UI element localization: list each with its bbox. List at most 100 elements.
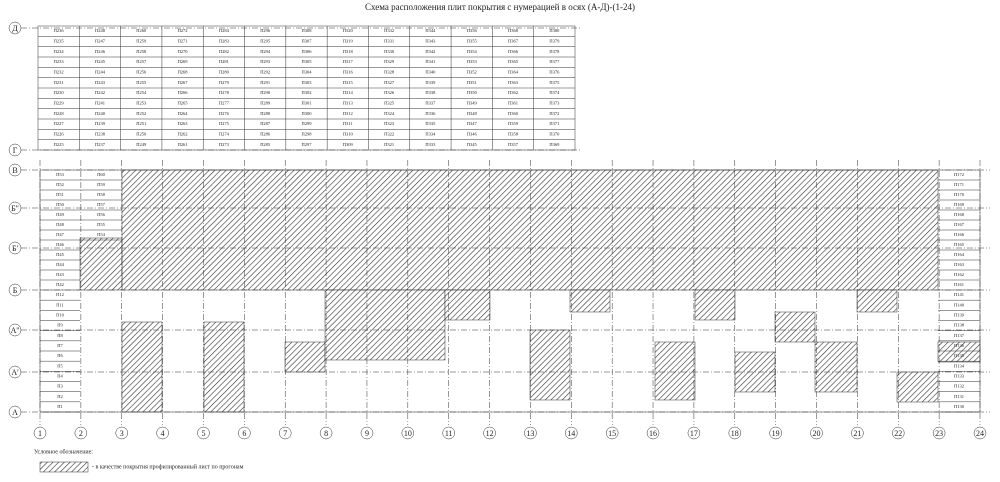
plate-label: П269 [178, 59, 189, 64]
plate-label: П271 [178, 39, 188, 44]
plate-label: П170 [954, 192, 965, 197]
plate-label: П360 [508, 111, 519, 116]
plate-label: П132 [954, 384, 964, 389]
plate-label: П317 [343, 59, 354, 64]
plate-label: П161 [954, 282, 964, 287]
plate-label: П309 [343, 142, 354, 147]
axis-label: 12 [486, 429, 494, 438]
plate-label: П237 [95, 142, 106, 147]
plate-label: П166 [954, 232, 965, 237]
plate-label: П341 [425, 59, 435, 64]
plate-label: П370 [549, 132, 560, 137]
plate-label: П275 [219, 121, 230, 126]
plate-label: П226 [54, 132, 65, 137]
plate-label: П333 [425, 142, 436, 147]
axis-bubble [442, 426, 455, 440]
plate-label: П338 [425, 90, 436, 95]
axis-bubble [524, 426, 537, 440]
plate-label: П301 [302, 101, 312, 106]
plate-label: П346 [467, 132, 478, 137]
axis-label: Б [13, 286, 18, 295]
axis-bubble [8, 21, 22, 35]
axis-bubble [8, 241, 22, 255]
plate-label: П319 [343, 39, 354, 44]
plate-label: П257 [136, 59, 147, 64]
plate-label: П357 [508, 142, 519, 147]
plate-label: П59 [97, 182, 105, 187]
plate-label: П326 [384, 90, 395, 95]
plate-label: П312 [343, 111, 353, 116]
plate-label: П345 [467, 142, 478, 147]
axis-bubble [156, 426, 169, 440]
axis-label: 16 [649, 429, 657, 438]
plate-label: П288 [260, 111, 271, 116]
axis-label: А [12, 408, 18, 417]
plate-label: П10 [56, 312, 64, 317]
axis-label: 5 [201, 429, 205, 438]
plate-label: П263 [178, 121, 189, 126]
plate-label: П366 [508, 49, 519, 54]
title: Схема расположения плит покрытия с нумер… [365, 2, 635, 12]
plate-label: П245 [95, 59, 106, 64]
plate-label: П9 [57, 323, 63, 328]
plate-label: П347 [467, 121, 478, 126]
plate-label: П339 [425, 80, 436, 85]
plate-label: П266 [178, 90, 189, 95]
plate-label: П290 [260, 90, 271, 95]
axis-label: 4 [161, 429, 165, 438]
plate-label: П55 [97, 222, 105, 227]
plate-label: П297 [302, 142, 313, 147]
plate-label: П282 [219, 49, 229, 54]
axis-label: А'' [11, 326, 20, 335]
plate-label: П253 [136, 101, 147, 106]
plate-label: П310 [343, 132, 354, 137]
plate-label: П318 [343, 49, 354, 54]
axis-bubble [74, 426, 88, 440]
axis-label: 13 [526, 429, 534, 438]
plate-label: П249 [136, 142, 147, 147]
plate-label: П284 [219, 28, 230, 33]
plate-label: П321 [384, 142, 394, 147]
plate-label: П250 [136, 132, 147, 137]
plate-label: П350 [467, 90, 478, 95]
plate-label: П364 [508, 70, 519, 75]
plate-label: П274 [219, 132, 230, 137]
plate-label: П53 [56, 172, 64, 177]
plate-label: П130 [954, 404, 965, 409]
plate-label: П225 [54, 142, 65, 147]
plate-label: П265 [178, 101, 189, 106]
plate-label: П171 [954, 182, 964, 187]
plate-label: П262 [178, 132, 188, 137]
plate-label: П348 [467, 111, 478, 116]
plate-label: П352 [467, 70, 477, 75]
plate-label: П281 [219, 59, 229, 64]
plate-label: П248 [95, 28, 106, 33]
plate-label: П375 [549, 80, 560, 85]
axis-bubble [973, 426, 987, 440]
plate-label: П254 [136, 90, 147, 95]
plate-label: П3 [57, 384, 63, 389]
plate-label: П295 [260, 39, 271, 44]
plate-label: П135 [954, 353, 965, 358]
axis-label: Б'' [11, 204, 19, 213]
plate-label: П227 [54, 121, 65, 126]
axis-bubble [8, 163, 22, 177]
axis-bubble [483, 426, 496, 440]
plate-label: П141 [954, 292, 964, 297]
axis-bubble [810, 426, 823, 440]
plate-label: П299 [302, 121, 313, 126]
axis-label: 11 [445, 429, 453, 438]
plate-label: П2 [57, 394, 63, 399]
axis-label: 3 [120, 429, 124, 438]
plate-label: П168 [954, 212, 965, 217]
plate-label: П304 [302, 70, 313, 75]
plate-label: П283 [219, 39, 230, 44]
axis-bubble [8, 143, 22, 157]
axis-label: 10 [404, 429, 412, 438]
plate-label: П344 [425, 28, 436, 33]
plate-label: П278 [219, 90, 230, 95]
plate-label: П259 [136, 39, 147, 44]
plate-label: П131 [954, 394, 964, 399]
axis-label: 9 [365, 429, 369, 438]
plate-label: П373 [549, 101, 560, 106]
